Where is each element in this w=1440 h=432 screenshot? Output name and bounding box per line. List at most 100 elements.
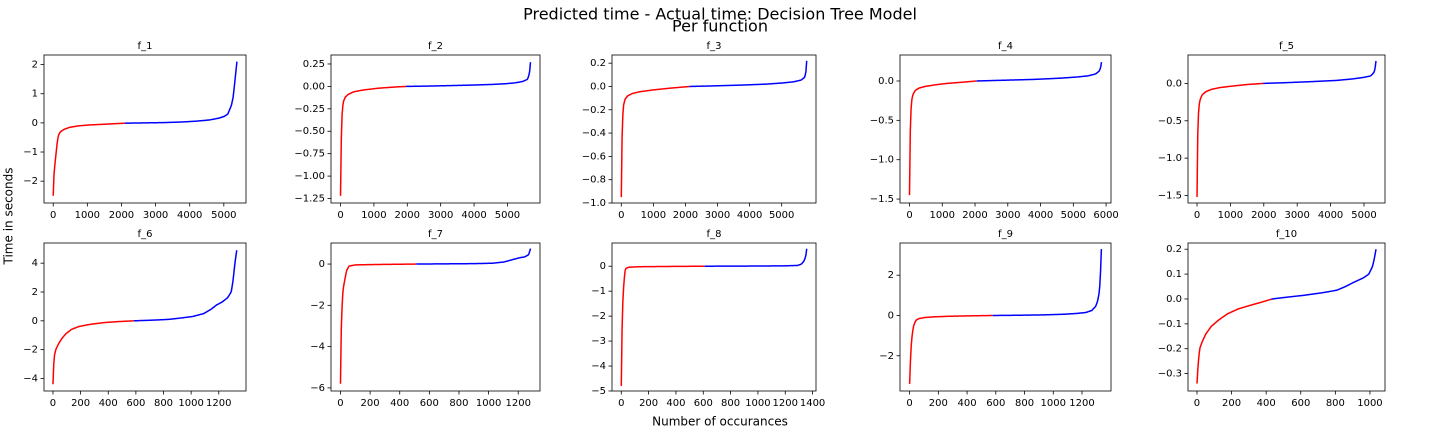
subplot-1: 0 1000 2000 3000 4000 5000 −2 −1 0 1 2 f_1 <box>23 41 247 221</box>
series-line-below-split <box>1196 298 1272 384</box>
series-line-below-split <box>620 85 690 198</box>
axes-frame <box>1187 242 1386 392</box>
y-tick-label: −1.5 <box>870 194 894 205</box>
y-tick-label: 0.0 <box>1166 78 1182 89</box>
y-tick-label: −2 <box>310 300 325 311</box>
x-tick-label: 3000 <box>705 210 730 221</box>
x-tick-label: 1000 <box>745 398 770 409</box>
series-line-above-split <box>124 61 238 124</box>
axes-frame <box>330 54 541 204</box>
y-tick-label: 4 <box>32 258 38 269</box>
x-tick-label: 5000 <box>1351 210 1376 221</box>
series-line-below-split <box>52 122 125 196</box>
axes-frame <box>43 54 247 204</box>
series-line-below-split <box>908 80 977 196</box>
y-tick-label: 0.0 <box>1166 294 1182 305</box>
subplot-3: 0 1000 2000 3000 4000 5000 0.2 0.0 −0.2 −0.4 −0.6 −… <box>582 41 817 221</box>
series-line-below-split <box>1196 82 1264 198</box>
series-line-above-split <box>976 61 1103 82</box>
x-tick-label: 1000 <box>1218 210 1243 221</box>
x-tick-label: 0 <box>50 210 56 221</box>
series-line-above-split <box>992 249 1103 317</box>
x-tick-label: 2000 <box>395 210 420 221</box>
y-tick-label: −5 <box>591 386 606 397</box>
y-tick-label: −1.00 <box>294 171 325 182</box>
y-tick-label: 2 <box>32 60 38 71</box>
subplot-title: f_2 <box>428 41 443 52</box>
x-tick-label: 0 <box>337 398 343 409</box>
axes-frame <box>899 54 1112 204</box>
subplot-title: f_7 <box>428 229 443 240</box>
subplot-title: f_8 <box>707 229 722 240</box>
x-tick-label: 0 <box>1194 210 1200 221</box>
y-tick-label: −6 <box>310 383 325 394</box>
figure-title: Predicted time - Actual time: Decision T… <box>523 5 917 24</box>
y-tick-label: 0 <box>32 316 38 327</box>
y-tick-label: −3 <box>591 336 606 347</box>
x-tick-label: 1000 <box>361 210 386 221</box>
subplot-title: f_10 <box>1276 229 1297 240</box>
y-tick-label: 2 <box>888 270 894 281</box>
y-tick-label: −0.25 <box>294 104 325 115</box>
series-line-above-split <box>1271 249 1377 300</box>
subplot-8: 0 200 400 600 800 1000 1200 1400 0 −1 −2 −3 −4 −5 f_8 <box>591 229 825 409</box>
x-tick-label: 600 <box>986 398 1005 409</box>
x-tick-label: 2000 <box>962 210 987 221</box>
subplot-title: f_9 <box>998 229 1013 240</box>
series-line-below-split <box>339 263 417 384</box>
series-line-below-split <box>339 85 406 196</box>
x-tick-label: 0 <box>906 210 912 221</box>
y-tick-label: 0.25 <box>303 59 325 70</box>
y-tick-label: 0.1 <box>1166 269 1182 280</box>
x-tick-label: 800 <box>721 398 740 409</box>
x-tick-label: 4000 <box>1318 210 1343 221</box>
series-line-above-split <box>689 60 808 88</box>
subplot-2: 0 1000 2000 3000 4000 5000 0.25 0.00 −0.25 −0.50 −… <box>294 41 541 221</box>
x-tick-label: 4000 <box>737 210 762 221</box>
subplot-title: f_4 <box>998 41 1013 52</box>
x-tick-label: 3000 <box>1284 210 1309 221</box>
x-tick-label: 1400 <box>800 398 825 409</box>
x-tick-label: 1200 <box>1069 398 1094 409</box>
series-line-above-split <box>704 248 808 267</box>
subplot-title: f_1 <box>138 41 153 52</box>
y-tick-label: 0 <box>32 118 38 129</box>
axes-frame <box>611 242 817 392</box>
y-tick-label: 0.0 <box>878 76 894 87</box>
subplot-7: 0 200 400 600 800 1000 1200 0 −2 −4 −6 f_7 <box>310 229 541 409</box>
y-tick-label: 0.2 <box>1166 244 1182 255</box>
y-tick-label: 0 <box>319 259 325 270</box>
x-tick-label: 1200 <box>773 398 798 409</box>
x-tick-label: 600 <box>1291 398 1310 409</box>
axes-frame <box>43 242 247 392</box>
x-tick-label: 5000 <box>211 210 236 221</box>
x-tick-label: 200 <box>361 398 380 409</box>
x-tick-label: 400 <box>390 398 409 409</box>
series-line-below-split <box>908 314 993 384</box>
subplot-6: 0 200 400 600 800 1000 1200 4 2 0 −2 −4 f_6 <box>23 229 247 409</box>
subplot-5: 0 1000 2000 3000 4000 5000 0.0 −0.5 −1.0 −1.5 f_5 <box>1158 41 1386 221</box>
x-tick-label: 1200 <box>206 398 231 409</box>
x-tick-label: 1000 <box>1041 398 1066 409</box>
y-tick-label: −1.0 <box>582 198 606 209</box>
y-tick-label: 2 <box>32 287 38 298</box>
x-tick-label: 200 <box>1222 398 1241 409</box>
x-tick-label: 5000 <box>495 210 520 221</box>
x-tick-label: 1000 <box>178 398 203 409</box>
series-line-above-split <box>133 250 238 322</box>
x-tick-label: 2000 <box>1251 210 1276 221</box>
series-line-above-split <box>416 248 532 265</box>
x-tick-label: 1000 <box>476 398 501 409</box>
series-line-below-split <box>52 320 134 385</box>
x-tick-label: 1000 <box>75 210 100 221</box>
x-tick-label: 600 <box>126 398 145 409</box>
x-tick-label: 4000 <box>461 210 486 221</box>
series-line-above-split <box>1263 60 1377 85</box>
x-tick-label: 200 <box>71 398 90 409</box>
y-tick-label: −4 <box>591 361 606 372</box>
y-tick-label: −0.5 <box>1158 116 1182 127</box>
x-tick-label: 3000 <box>143 210 168 221</box>
y-tick-label: −4 <box>23 373 38 384</box>
